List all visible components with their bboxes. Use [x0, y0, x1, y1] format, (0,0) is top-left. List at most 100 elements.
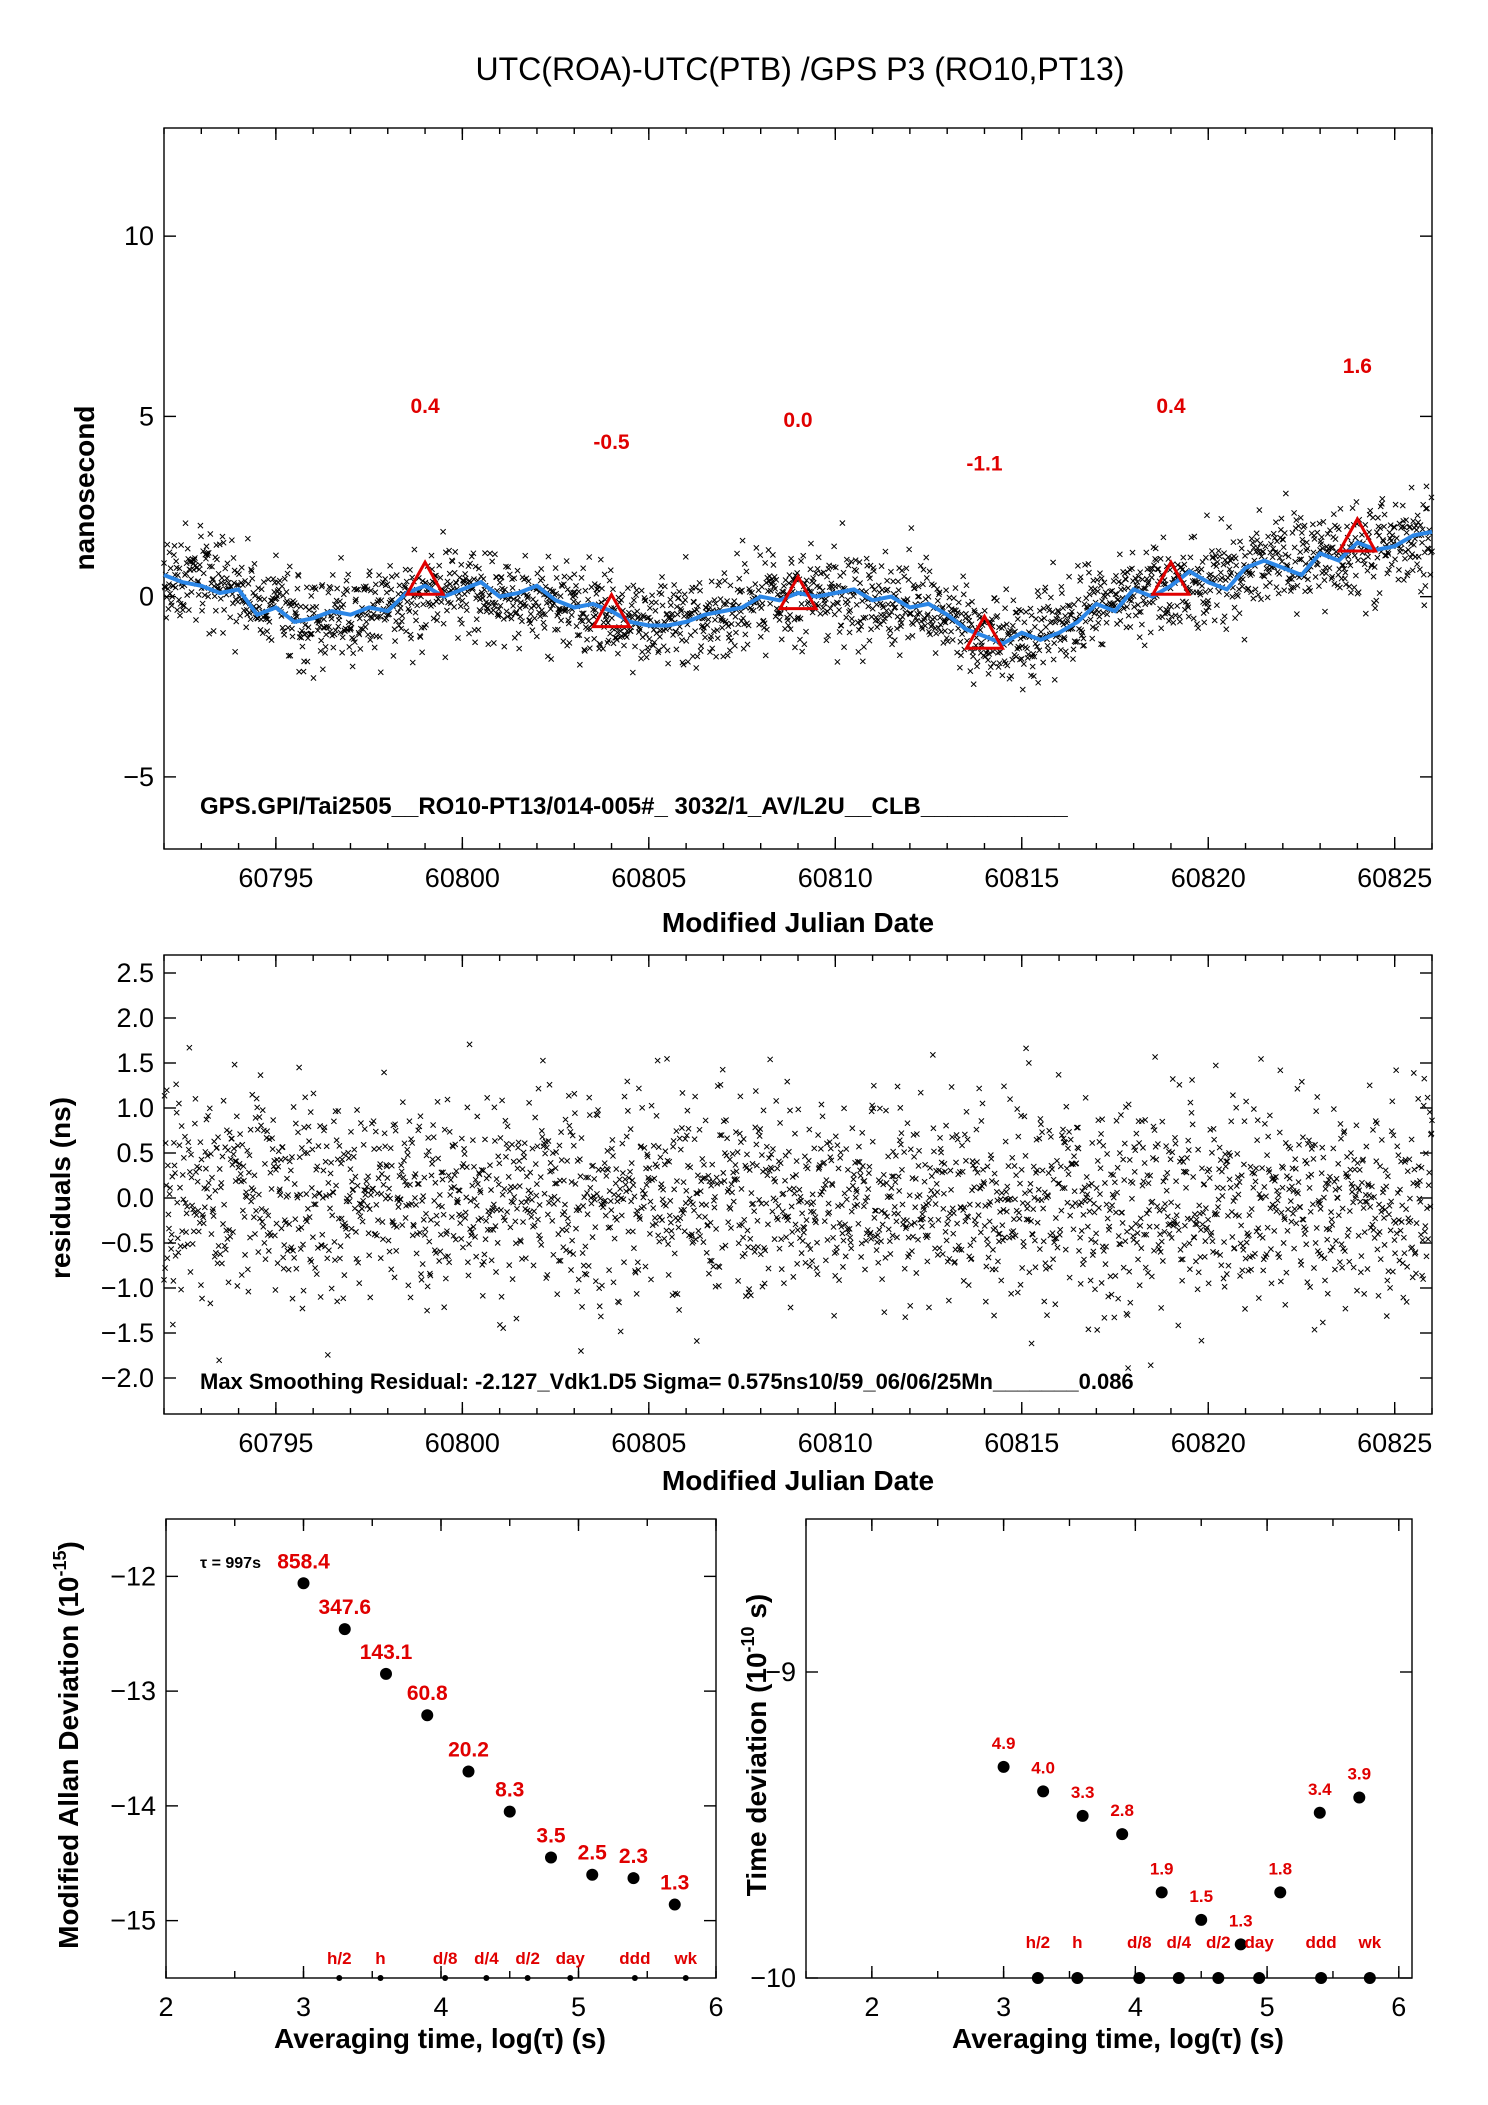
- residual-point: [1012, 1196, 1018, 1203]
- data-point: [512, 610, 519, 617]
- residual-point: [622, 1176, 629, 1183]
- residual-point: [871, 1207, 878, 1214]
- residual-point: [1247, 1163, 1254, 1170]
- residual-point: [354, 1182, 361, 1189]
- residual-point: [1126, 1157, 1133, 1163]
- data-point: [1294, 582, 1301, 589]
- data-point: [705, 606, 712, 613]
- residual-point: [244, 1266, 251, 1273]
- data-point: [249, 575, 256, 582]
- data-point: [683, 638, 690, 644]
- residual-point: [360, 1141, 367, 1148]
- data-point: [667, 602, 674, 609]
- residual-point: [833, 1244, 840, 1251]
- residual-point: [1220, 1185, 1226, 1192]
- residual-point: [380, 1236, 386, 1243]
- data-point: [1149, 565, 1156, 572]
- residual-point: [971, 1184, 978, 1191]
- residual-point: [1179, 1277, 1186, 1284]
- residual-point: [1157, 1231, 1164, 1238]
- data-point: [1353, 499, 1360, 505]
- data-point: [201, 592, 208, 599]
- residual-point: [262, 1256, 269, 1263]
- data-point: [809, 609, 816, 616]
- residual-point: [472, 1233, 479, 1240]
- residual-point: [878, 1238, 884, 1245]
- residual-point: [308, 1185, 315, 1191]
- residual-point: [278, 1225, 285, 1232]
- residual-point: [290, 1247, 297, 1254]
- residual-point: [628, 1198, 635, 1205]
- residual-point: [1015, 1133, 1022, 1140]
- data-point: [753, 544, 760, 551]
- residual-point: [578, 1348, 584, 1354]
- tau-marker-label: h/2: [327, 1949, 352, 1968]
- residual-point: [1141, 1231, 1148, 1238]
- data-point: [1185, 604, 1192, 611]
- residual-point: [718, 1132, 725, 1139]
- data-point: [739, 587, 745, 594]
- data-point: [257, 626, 264, 633]
- residual-point: [197, 1282, 204, 1289]
- residual-point: [360, 1197, 367, 1204]
- residual-point: [1193, 1216, 1200, 1223]
- residual-point: [203, 1116, 210, 1123]
- data-point: [1008, 673, 1015, 680]
- data-point: [320, 624, 327, 631]
- residual-point: [571, 1110, 578, 1117]
- residual-point: [426, 1270, 433, 1277]
- data-point: [399, 612, 406, 619]
- residual-point: [388, 1162, 395, 1169]
- data-point: [495, 606, 502, 613]
- residual-point: [176, 1142, 183, 1149]
- residual-point: [478, 1215, 485, 1222]
- data-point: [319, 666, 326, 673]
- residual-point: [1090, 1200, 1097, 1207]
- residual-point: [1355, 1232, 1362, 1239]
- data-point: [1409, 551, 1416, 558]
- data-point: [643, 631, 650, 638]
- data-point: [1416, 566, 1423, 573]
- mdev-value-label: 3.5: [536, 1825, 566, 1848]
- data-point: [300, 668, 307, 675]
- residual-point: [185, 1146, 192, 1153]
- residual-point: [428, 1172, 435, 1179]
- residual-point: [216, 1166, 223, 1172]
- data-point: [1213, 563, 1220, 570]
- data-point: [534, 570, 541, 577]
- data-point: [923, 575, 930, 581]
- data-point: [1064, 617, 1071, 624]
- residual-point: [353, 1255, 360, 1262]
- residual-point: [824, 1236, 831, 1243]
- residual-point: [606, 1188, 613, 1194]
- data-point: [720, 653, 727, 660]
- data-point: [797, 615, 804, 622]
- residual-point: [414, 1231, 421, 1238]
- residual-point: [1299, 1134, 1306, 1141]
- residual-point: [400, 1157, 407, 1164]
- data-point: [256, 603, 263, 610]
- residual-point: [191, 1120, 198, 1127]
- data-point: [692, 584, 699, 591]
- residual-point: [807, 1246, 814, 1253]
- data-point: [266, 618, 273, 625]
- residual-point: [1222, 1163, 1229, 1170]
- residual-point: [1425, 1236, 1432, 1243]
- residual-point: [581, 1194, 588, 1201]
- residual-point: [586, 1112, 593, 1118]
- data-point: [573, 582, 579, 589]
- residual-point: [662, 1148, 669, 1155]
- data-point: [799, 648, 806, 655]
- data-point: [907, 610, 914, 617]
- residual-point: [669, 1234, 675, 1240]
- residual-point: [354, 1107, 360, 1113]
- residual-point: [634, 1207, 641, 1214]
- residual-point: [237, 1131, 244, 1138]
- residual-point: [1200, 1209, 1207, 1216]
- residual-point: [335, 1107, 342, 1114]
- residual-point: [1424, 1205, 1430, 1212]
- residual-point: [945, 1215, 952, 1222]
- data-point: [286, 563, 293, 570]
- residual-point: [1124, 1312, 1131, 1319]
- residual-point: [177, 1184, 183, 1191]
